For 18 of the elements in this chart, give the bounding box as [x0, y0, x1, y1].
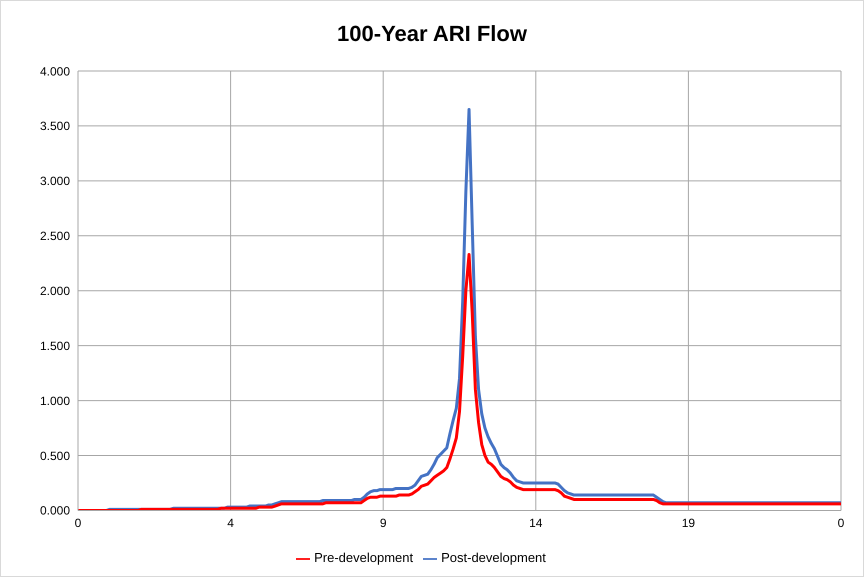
- y-tick-label: 1.000: [40, 394, 70, 408]
- y-tick-label: 0.000: [40, 504, 70, 518]
- legend-label: Pre-development: [314, 550, 414, 566]
- legend-label: Post-development: [441, 550, 546, 566]
- x-tick-label: 0: [838, 516, 845, 530]
- x-tick-label: 9: [380, 516, 387, 530]
- x-tick-label: 0: [74, 516, 82, 530]
- y-tick-label: 1.500: [40, 338, 70, 353]
- chart-title: 100-Year ARI Flow: [336, 21, 528, 47]
- y-tick-label: 2.000: [40, 284, 70, 298]
- y-tick-label: 3.000: [40, 174, 70, 188]
- x-tick-label: 4: [227, 516, 234, 530]
- y-tick-label: 0.500: [40, 448, 70, 463]
- x-tick-label: 14: [529, 516, 543, 530]
- y-tick-label: 4.000: [40, 64, 70, 78]
- x-tick-label: 19: [682, 516, 696, 530]
- y-tick-label: 2.500: [40, 229, 70, 244]
- y-tick-label: 3.500: [40, 119, 70, 134]
